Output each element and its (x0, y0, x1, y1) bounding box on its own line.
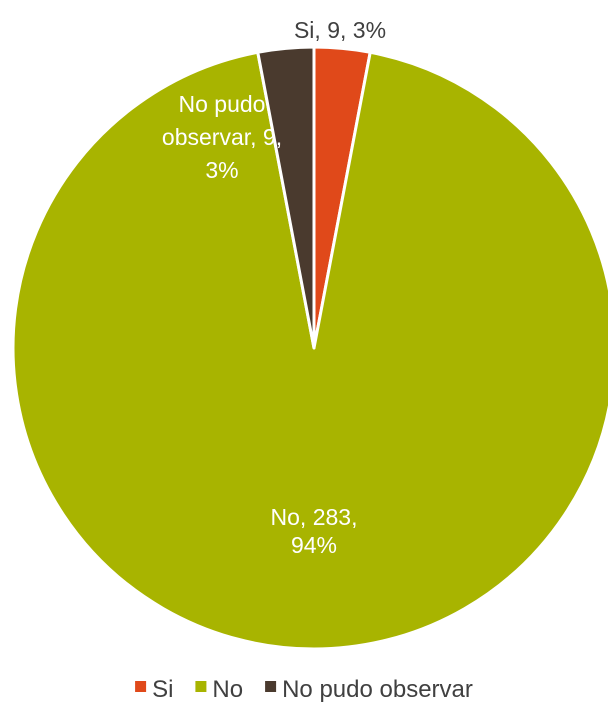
legend: Si No No pudo observar (135, 676, 473, 703)
legend-label-no-pudo-observar: No pudo observar (282, 676, 473, 703)
legend-label-si: Si (152, 676, 173, 703)
legend-item-no: No (195, 676, 243, 703)
legend-swatch-no (195, 681, 207, 692)
data-label-line: observar, 9, (162, 124, 282, 150)
data-label-si: Si, 9, 3% (294, 17, 386, 43)
data-label-no: No, 283, 94% (271, 504, 358, 558)
legend-item-si: Si (135, 676, 173, 703)
data-label-line: 94% (291, 532, 337, 558)
legend-swatch-si (135, 681, 147, 692)
data-label-no-pudo-observar: No pudo observar, 9, 3% (162, 91, 282, 183)
pie-slice-no (11, 50, 608, 651)
pie-slices (11, 45, 608, 651)
legend-label-no: No (212, 676, 243, 703)
data-label-line: 3% (205, 157, 238, 183)
data-labels: Si, 9, 3% No, 283, 94% No pudo observar, 9, 3… (162, 17, 386, 558)
data-label-line: No, 283, (271, 504, 358, 530)
data-label-line: No pudo (179, 91, 266, 117)
legend-item-no-pudo-observar: No pudo observar (265, 676, 473, 703)
data-label-line: Si, 9, 3% (294, 17, 386, 43)
legend-swatch-no-pudo-observar (265, 681, 277, 692)
pie-slice-no-pudo-observar (256, 45, 316, 350)
